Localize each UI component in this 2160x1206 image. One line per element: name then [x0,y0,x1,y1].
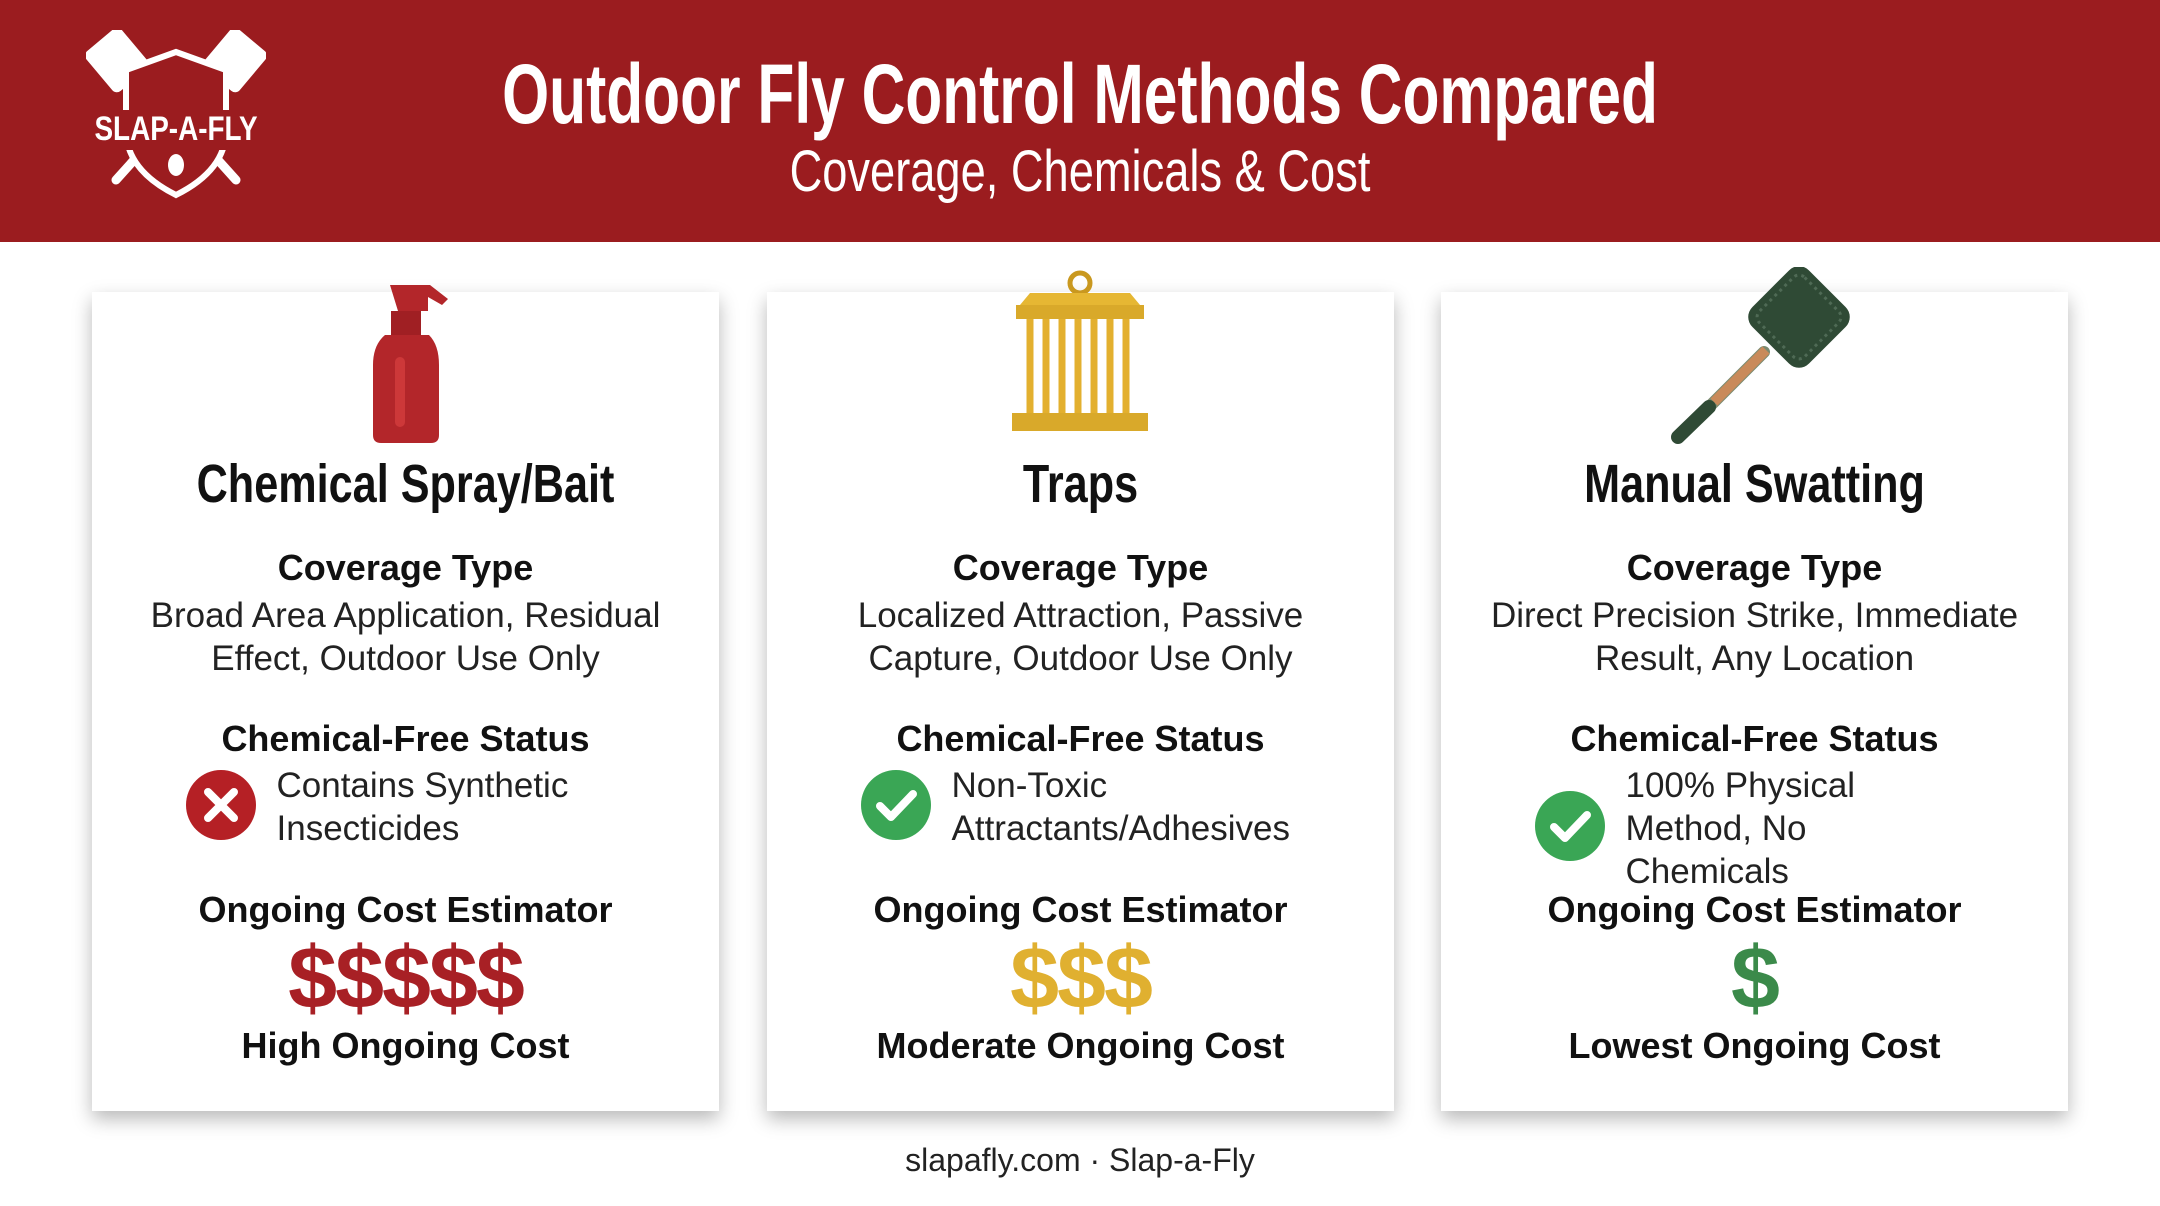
coverage-text: Broad Area Application, Residual Effect,… [150,596,661,678]
coverage-text: Direct Precision Strike, Immediate Resul… [1490,596,2019,678]
card-title: Traps [1022,454,1139,514]
title: Outdoor Fly Control Methods Compared [502,47,1658,141]
header-banner [0,0,2160,242]
subtitle: Coverage, Chemicals & Cost [789,139,1371,204]
coverage-text: Localized Attraction, Passive Capture, O… [857,596,1304,678]
status-label: Chemical-Free Status [896,718,1265,759]
cost-symbols: $$$$$ [288,928,525,1027]
status-icon [860,769,932,846]
cost-text: Lowest Ongoing Cost [1568,1025,1941,1066]
status-text: Contains Synthetic Insecticides [276,766,569,848]
status-row: Non-Toxic Attractants/Adhesives [767,764,1394,850]
status-text: 100% Physical Method, No Chemicals [1625,766,1856,891]
cost-label: Ongoing Cost Estimator [1547,889,1962,930]
coverage-label: Coverage Type [952,547,1209,588]
method-icon [1654,266,1854,447]
status-row: Contains Synthetic Insecticides [92,764,719,850]
status-label: Chemical-Free Status [1570,718,1939,759]
cost-label: Ongoing Cost Estimator [198,889,613,930]
status-row: 100% Physical Method, No Chemicals [1441,764,2068,893]
footer: slapafly.com · Slap-a-Fly [905,1142,1255,1178]
status-icon [1534,790,1606,867]
coverage-label: Coverage Type [1626,547,1883,588]
coverage-label: Coverage Type [277,547,534,588]
cost-text: High Ongoing Cost [241,1025,570,1066]
card-title: Manual Swatting [1584,454,1925,514]
cost-symbols: $$$ [1010,928,1153,1027]
method-icon [305,267,505,447]
card: Manual Swatting Coverage Type Direct Preci… [1441,266,2068,1111]
method-icon [980,267,1180,447]
cost-text: Moderate Ongoing Cost [876,1025,1285,1066]
card: Chemical Spray/Bait Coverage Type Broad Ar… [92,285,719,1111]
cost-label: Ongoing Cost Estimator [873,889,1288,930]
status-label: Chemical-Free Status [221,718,590,759]
status-text: Non-Toxic Attractants/Adhesives [951,766,1291,848]
cost-symbols: $ [1731,928,1780,1027]
status-icon [185,769,257,846]
card: Traps Coverage Type Localized Attraction, … [767,270,1394,1111]
logo: SLAP-A-FLY [86,30,266,199]
card-title: Chemical Spray/Bait [196,454,615,514]
logo-text: SLAP-A-FLY [94,109,257,147]
